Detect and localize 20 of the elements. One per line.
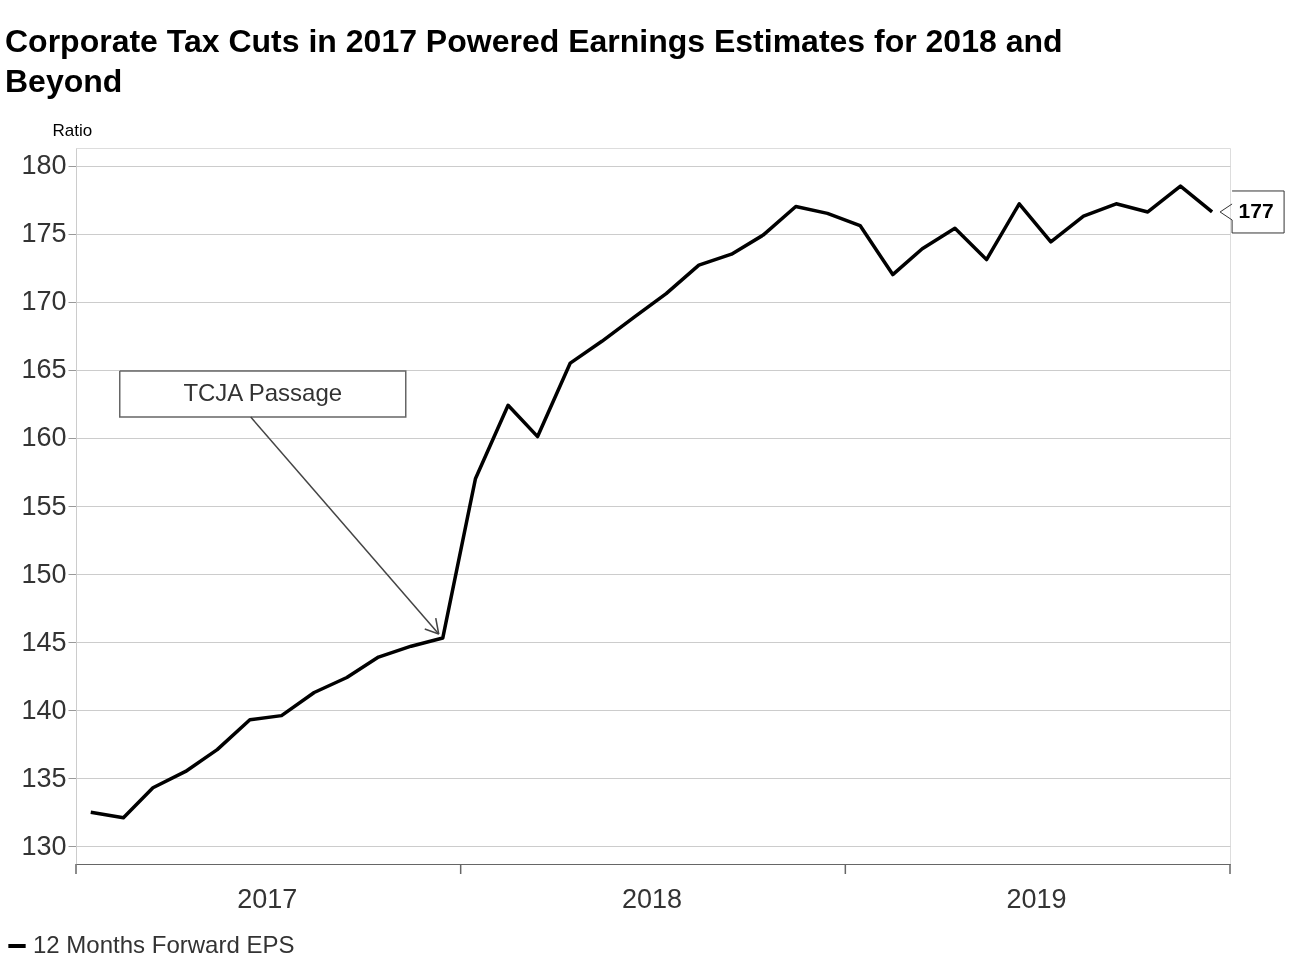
y-tick-label: 135: [21, 762, 67, 793]
x-tick-label: 2018: [621, 883, 682, 914]
y-tick-label: 170: [21, 286, 67, 317]
y-tick-label: 150: [21, 558, 67, 589]
x-tick-label: 2019: [1006, 883, 1067, 914]
y-tick-label: 130: [21, 830, 67, 861]
y-tick-label: 160: [21, 422, 67, 453]
chart-title: Corporate Tax Cuts in 2017 Powered Earnings Estimates for 2018 and Beyond: [5, 23, 1063, 99]
y-tick-label: 145: [21, 626, 67, 657]
y-tick-label: 180: [21, 150, 67, 181]
y-tick-label: 175: [21, 218, 67, 249]
legend-label: 12 Months Forward EPS: [33, 931, 295, 958]
line-series: [89, 184, 1214, 820]
y-tick-label: 155: [21, 490, 67, 521]
y-axis-title: Ratio: [52, 120, 93, 140]
y-tick-label: 165: [21, 354, 67, 385]
x-tick-label: 2017: [237, 883, 298, 914]
data-label: 177: [1238, 198, 1274, 222]
y-tick-label: 140: [21, 694, 67, 725]
annotation: TCJA Passage: [183, 379, 343, 407]
